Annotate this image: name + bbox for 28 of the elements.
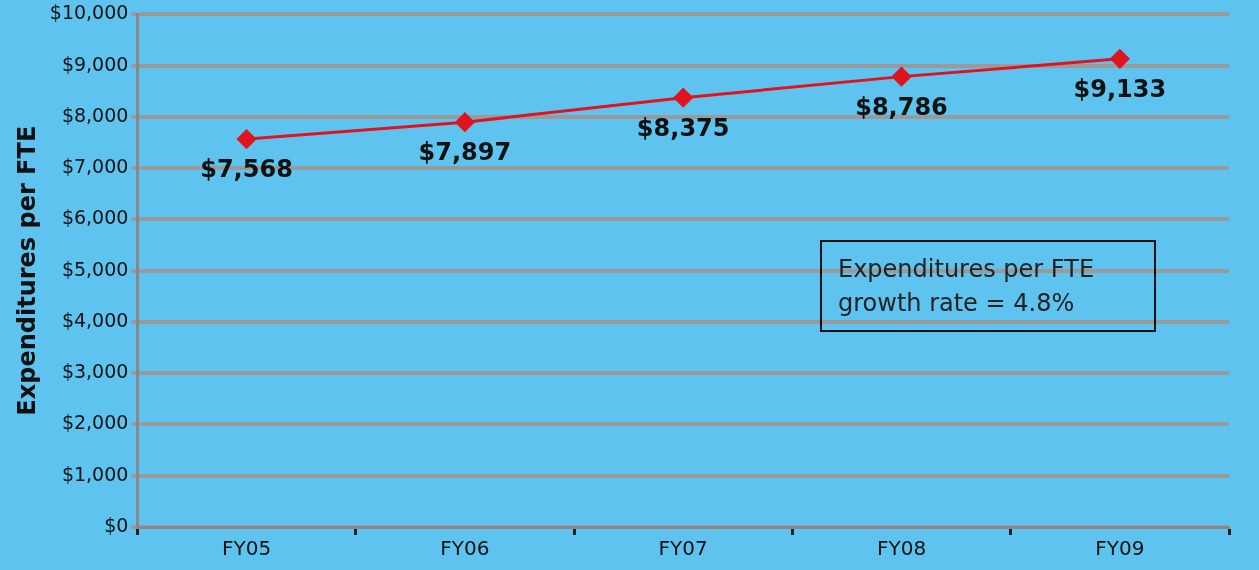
point (673, 88, 693, 108)
y-tick-label: $3,000 (61, 360, 129, 383)
point (892, 67, 912, 87)
y-tick-label: $1,000 (61, 462, 129, 485)
y-tick-label: $5,000 (61, 257, 129, 280)
text: $8,786 (855, 92, 948, 121)
point (237, 129, 257, 149)
y-tick-label: $10,000 (49, 1, 129, 24)
text: $7,568 (200, 155, 293, 184)
y-axis-title: Expenditures per FTE (12, 125, 41, 416)
text: $7,897 (418, 138, 512, 167)
x-tick-label: FY05 (221, 536, 272, 561)
x-tick-label: FY07 (658, 536, 708, 561)
text: $8,375 (636, 113, 730, 142)
y-tick-label: $6,000 (61, 206, 129, 229)
y-tick-label: $7,000 (61, 155, 129, 178)
y-tick-label: $0 (104, 513, 129, 536)
y-tick-label: $4,000 (61, 308, 129, 331)
x-tick-label: FY06 (440, 536, 490, 561)
x-tick-label: FY08 (876, 536, 927, 561)
point (1110, 49, 1130, 69)
y-tick-label: $9,000 (61, 52, 129, 75)
y-tick-label: $2,000 (61, 411, 129, 434)
text: $9,133 (1073, 75, 1167, 104)
x-tick-label: FY09 (1095, 536, 1145, 561)
point (455, 112, 475, 132)
annotation: Expenditures per FTE growth rate = 4.8% (820, 240, 1156, 332)
y-tick-label: $8,000 (61, 103, 129, 126)
